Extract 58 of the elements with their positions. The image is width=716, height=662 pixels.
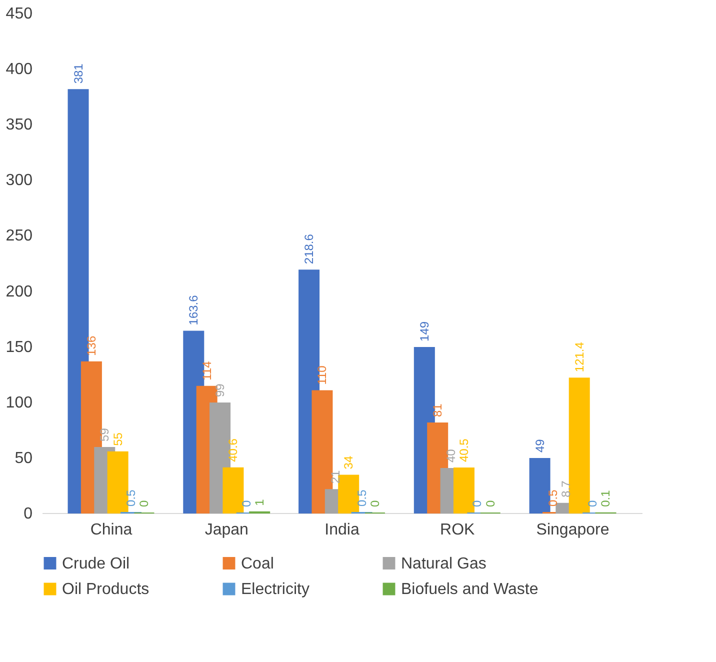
bar <box>222 467 244 514</box>
legend-label: Oil Products <box>62 581 150 598</box>
data-label: 0.1 <box>598 490 613 507</box>
data-label: 0 <box>239 500 254 507</box>
data-label: 0 <box>470 500 484 507</box>
data-label: 0 <box>137 500 152 507</box>
y-tick-label: 250 <box>6 228 33 245</box>
data-label: 59 <box>98 428 112 442</box>
data-label: 55 <box>110 432 125 446</box>
bar <box>338 474 360 514</box>
bar <box>312 390 333 514</box>
y-tick-label: 100 <box>6 394 33 412</box>
data-label: 49 <box>532 438 547 453</box>
data-label: 381 <box>71 63 86 84</box>
x-tick-label: ROK <box>440 522 476 538</box>
data-label: 0.5 <box>546 489 560 506</box>
bar <box>107 451 128 514</box>
x-tick-label: China <box>90 522 132 538</box>
data-label: 40.5 <box>456 438 471 462</box>
y-tick-label: 200 <box>6 283 33 300</box>
y-tick-label: 150 <box>6 338 33 356</box>
data-label: 81 <box>430 403 445 417</box>
y-tick-label: 400 <box>6 61 33 78</box>
data-label: 136 <box>84 336 98 356</box>
data-label: 0 <box>368 500 382 507</box>
legend-label: Electricity <box>241 581 310 598</box>
data-label: 0.5 <box>354 489 369 506</box>
y-tick-label: 50 <box>14 450 33 467</box>
bar <box>568 378 590 514</box>
data-label: 21 <box>328 470 342 484</box>
x-tick-label: India <box>324 522 360 538</box>
y-tick-label: 350 <box>6 116 33 134</box>
data-label: 99 <box>213 383 228 397</box>
data-label: 114 <box>200 360 214 380</box>
legend-label: Crude Oil <box>62 555 130 572</box>
data-label: 149 <box>417 321 432 342</box>
bar <box>529 458 550 514</box>
data-label: 40.6 <box>226 438 240 462</box>
data-label: 0 <box>586 500 600 507</box>
data-label: 110 <box>315 365 330 385</box>
data-label: 121.4 <box>572 342 586 372</box>
data-label: 34 <box>342 456 356 470</box>
data-label: 163.6 <box>186 294 201 326</box>
data-label: 1 <box>252 498 267 506</box>
data-label: 40 <box>444 448 458 463</box>
data-label: 0 <box>483 500 498 507</box>
y-tick-label: 450 <box>6 6 33 22</box>
legend-label: Natural Gas <box>401 555 486 572</box>
data-label: 8.7 <box>559 480 574 498</box>
x-tick-label: Singapore <box>536 522 610 538</box>
y-tick-label: 0 <box>24 506 33 522</box>
y-tick-label: 300 <box>6 172 33 190</box>
legend-label: Coal <box>241 555 274 572</box>
data-label: 218.6 <box>302 234 316 264</box>
x-tick-label: Japan <box>204 522 248 538</box>
bar <box>453 468 474 514</box>
legend-label: Biofuels and Waste <box>401 581 538 598</box>
data-label: 0.5 <box>124 489 138 506</box>
